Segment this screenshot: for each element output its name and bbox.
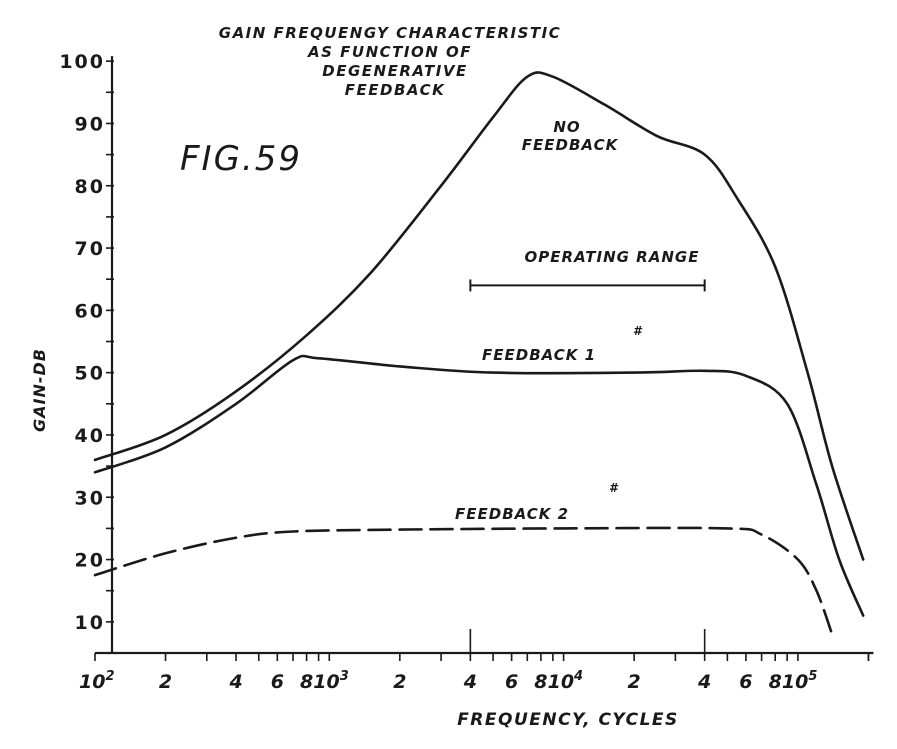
annotation-feedback-1: FEEDBACK 1 (482, 346, 596, 364)
annotation-operating-range: OPERATING RANGE (525, 248, 700, 266)
y-tick-label: 60 (75, 300, 105, 322)
x-tick-label: 8 (534, 671, 547, 693)
series-line-no-feedback (93, 71, 865, 561)
x-tick-label: 105 (782, 669, 818, 693)
x-tick-label: 6 (505, 671, 518, 693)
x-tick-label: 6 (739, 671, 752, 693)
annotation-no-feedback-line-2: FEEDBACK (522, 136, 619, 154)
x-tick-label: 2 (159, 671, 172, 693)
x-tick-label-base: 10 (782, 671, 808, 693)
y-tick-label: 100 (59, 51, 105, 73)
y-tick-label: 50 (75, 363, 105, 385)
x-tick-label-base: 6 (739, 671, 752, 693)
x-tick-label-base: 4 (697, 671, 711, 693)
x-tick-label: 104 (548, 669, 584, 693)
x-tick-label-base: 10 (313, 671, 339, 693)
y-tick-label: 20 (75, 550, 105, 572)
x-tick-label: 4 (463, 671, 477, 693)
x-tick-label-base: 8 (300, 671, 313, 693)
x-tick-label-exponent: 5 (808, 669, 817, 684)
y-tick-label: 90 (75, 113, 105, 135)
x-tick-label-base: 2 (393, 671, 406, 693)
y-tick-label: 40 (75, 425, 105, 447)
y-tick-label: 80 (75, 176, 105, 198)
x-tick-label-exponent: 4 (573, 669, 583, 684)
x-tick-label-base: 4 (228, 671, 242, 693)
x-tick-label: 2 (393, 671, 406, 693)
x-tick-label: 8 (769, 671, 782, 693)
x-tick-label-base: 10 (79, 671, 105, 693)
x-axis-label: FREQUENCY, CYCLES (457, 710, 679, 730)
annotation-feedback-2: FEEDBACK 2 (455, 505, 569, 523)
x-tick-label-base: 8 (534, 671, 547, 693)
annotation-no-feedback-line-1: NO (553, 118, 580, 136)
x-tick-label-base: 2 (628, 671, 641, 693)
annotation-feedback-1-mark: # (633, 324, 643, 338)
x-tick-label-base: 2 (159, 671, 172, 693)
curves (93, 71, 865, 636)
x-tick-label: 2 (628, 671, 641, 693)
figure-label: FIG.59 (180, 139, 302, 179)
x-tick-label: 4 (697, 671, 711, 693)
x-tick-label-base: 10 (548, 671, 574, 693)
operating-range-bar (469, 279, 706, 292)
y-tick-label: 30 (75, 487, 105, 509)
title-line-1: GAIN FREQUENGY CHARACTERISTIC (219, 24, 561, 42)
x-tick-label: 102 (79, 669, 115, 693)
x-tick-label: 103 (313, 669, 349, 693)
y-tick-label: 70 (75, 238, 105, 260)
x-tick-label-base: 6 (271, 671, 284, 693)
x-tick-label: 8 (300, 671, 313, 693)
annotation-feedback-2-mark: # (609, 481, 619, 495)
x-tick-label: 4 (228, 671, 242, 693)
title-line-4: FEEDBACK (345, 81, 445, 99)
chart-title: GAIN FREQUENGY CHARACTERISTIC AS FUNCTIO… (219, 24, 561, 99)
series-line-feedback-1 (93, 354, 865, 617)
x-tick-label-exponent: 3 (340, 669, 349, 684)
x-tick-label-base: 4 (463, 671, 477, 693)
y-axis-label: GAIN-DB (30, 348, 49, 432)
x-tick-label: 6 (271, 671, 284, 693)
series-line-feedback-2 (93, 526, 834, 636)
title-line-3: DEGENERATIVE (322, 62, 467, 80)
x-tick-label-base: 8 (769, 671, 782, 693)
y-tick-label: 10 (75, 612, 105, 634)
title-line-2: AS FUNCTION OF (307, 43, 472, 61)
x-tick-label-exponent: 2 (105, 669, 114, 684)
x-tick-label-base: 6 (505, 671, 518, 693)
